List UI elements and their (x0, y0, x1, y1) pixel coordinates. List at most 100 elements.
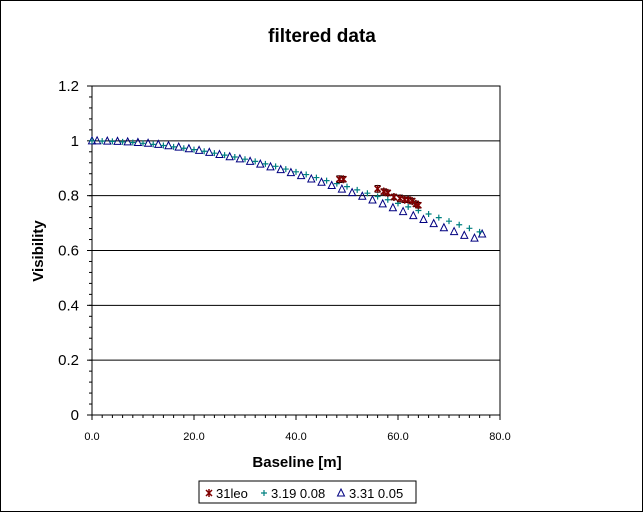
y-tick-label: 0 (71, 407, 79, 424)
data-point (374, 193, 381, 200)
data-point (255, 159, 265, 168)
data-point (313, 174, 320, 181)
data-point (245, 156, 255, 165)
y-tick-label: 0.2 (58, 352, 79, 369)
y-tick-label: 0.4 (58, 297, 79, 314)
data-point (174, 142, 184, 151)
data-point (459, 230, 469, 239)
y-tick-label: 0.6 (58, 243, 79, 260)
data-point (194, 145, 204, 154)
data-point (456, 221, 463, 228)
data-point (378, 198, 388, 208)
data-point (276, 164, 286, 174)
data-point (429, 218, 439, 228)
data-point (164, 140, 173, 150)
data-point (170, 143, 177, 150)
data-point (235, 153, 245, 163)
y-axis: 0 0.2 0.4 0.6 0.8 1 1.2 (58, 78, 93, 424)
x-tick-label: 60.0 (387, 431, 408, 443)
data-point (191, 146, 197, 153)
data-point (92, 135, 102, 145)
x-axis-title: Baseline [m] (252, 454, 341, 471)
data-point (435, 214, 442, 221)
data-point (347, 187, 357, 197)
data-point (388, 202, 398, 212)
series-1 (89, 137, 483, 235)
data-point (368, 194, 377, 204)
data-point (380, 187, 388, 196)
series-2 (87, 135, 487, 242)
data-point (242, 156, 248, 163)
data-point (296, 170, 306, 180)
data-point (384, 188, 392, 197)
chart-title: filtered data (268, 26, 376, 47)
data-point (266, 161, 275, 171)
legend-marker (205, 489, 213, 497)
data-point (323, 177, 330, 184)
data-point (449, 226, 459, 236)
x-tick-label: 0.0 (84, 431, 99, 443)
legend-marker (261, 490, 267, 496)
data-point (153, 139, 163, 148)
legend-label: 3.31 0.05 (349, 486, 403, 501)
data-point (211, 150, 218, 157)
y-tick-label: 1.2 (58, 78, 79, 95)
data-point (160, 142, 167, 149)
legend-label: 3.19 0.08 (271, 486, 325, 501)
data-point (282, 166, 289, 173)
data-point (143, 138, 153, 147)
x-axis: 0.0 20.0 40.0 60.0 80.0 (84, 414, 511, 443)
data-point (414, 201, 422, 210)
x-tick-label: 20.0 (183, 431, 204, 443)
data-point (201, 148, 208, 155)
data-point (303, 171, 310, 178)
data-point (476, 228, 483, 235)
data-point (231, 154, 238, 161)
data-point (225, 151, 235, 161)
data-point (109, 138, 116, 145)
data-point (446, 218, 452, 225)
data-point (204, 147, 214, 156)
data-point (99, 138, 106, 145)
data-point (374, 184, 382, 193)
data-point (439, 222, 449, 232)
data-point (404, 195, 412, 204)
data-point (252, 158, 259, 165)
legend-label: 31leo (216, 486, 248, 501)
data-point (398, 206, 408, 216)
data-point (405, 203, 412, 210)
data-point (272, 163, 279, 170)
data-point (306, 173, 316, 183)
data-point (262, 160, 269, 167)
data-point (150, 141, 157, 148)
y-axis-title: Visibility (30, 220, 47, 282)
y-tick-label: 1 (71, 133, 79, 150)
legend-marker (336, 487, 346, 497)
data-point (286, 167, 296, 177)
data-point (133, 137, 143, 146)
data-point (119, 138, 126, 145)
data-points (87, 135, 487, 242)
data-point (470, 233, 479, 242)
x-tick-label: 40.0 (285, 431, 306, 443)
data-point (221, 152, 228, 159)
data-point (396, 194, 404, 203)
legend-box (198, 480, 417, 504)
legend: 31leo 3.19 0.08 3.31 0.05 (198, 480, 417, 504)
data-point (327, 180, 337, 190)
data-point (344, 183, 350, 190)
data-point (354, 186, 361, 193)
data-point (419, 214, 428, 224)
gridlines (92, 85, 500, 361)
data-point (129, 139, 136, 146)
data-point (180, 145, 187, 152)
data-point (390, 193, 398, 202)
data-point (339, 175, 347, 184)
data-point (477, 228, 487, 238)
x-tick-label: 80.0 (489, 431, 510, 443)
data-point (425, 211, 432, 218)
series-0 (335, 175, 422, 210)
data-point (89, 137, 95, 144)
